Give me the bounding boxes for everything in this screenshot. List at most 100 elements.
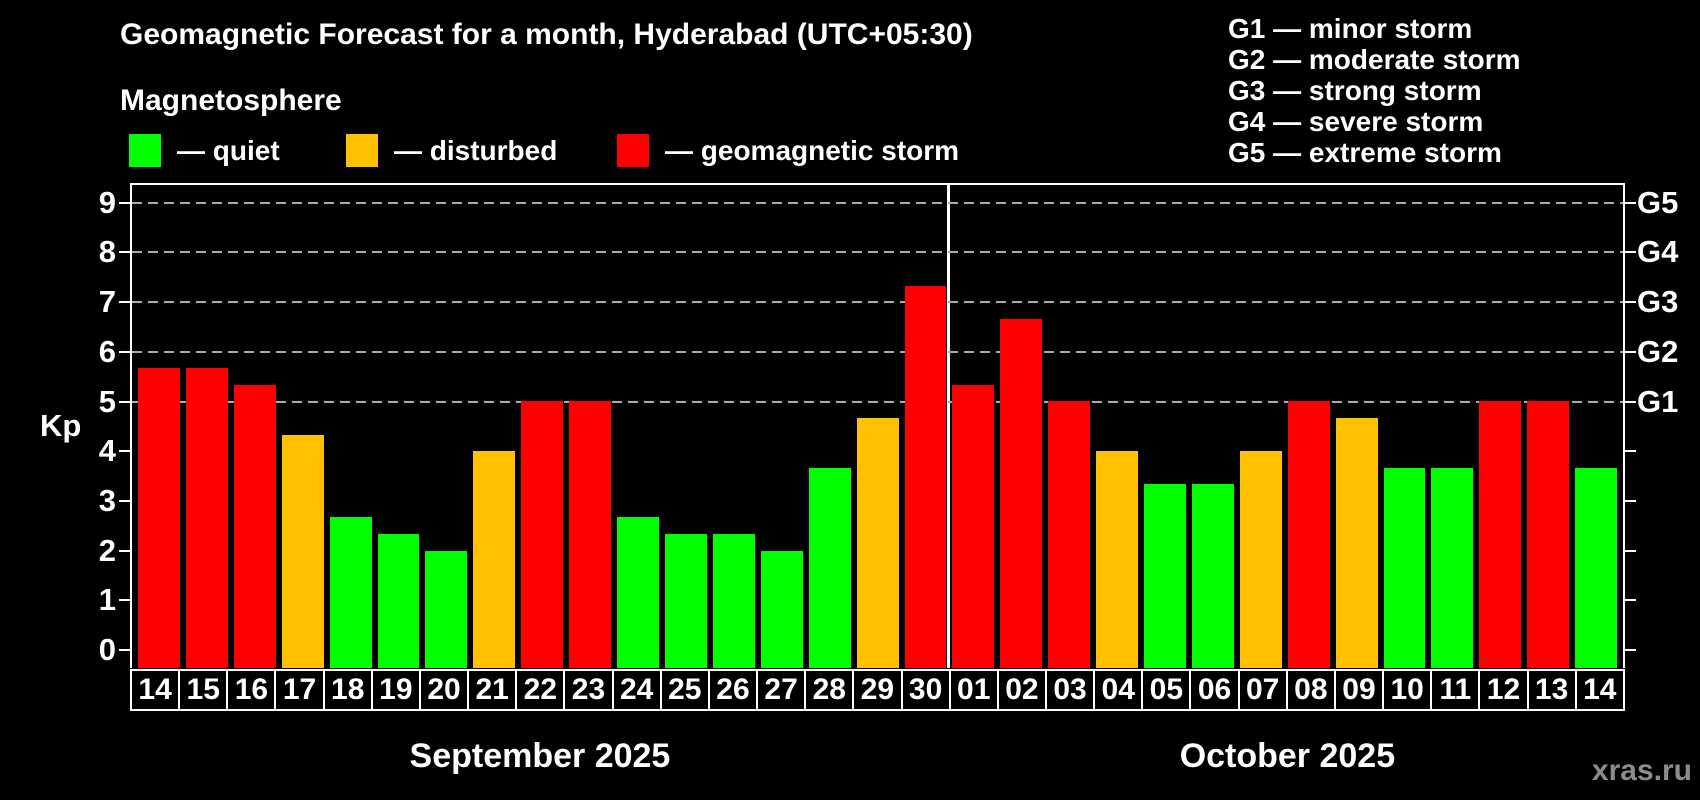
grid-line — [132, 301, 1623, 304]
y-axis-tick — [119, 599, 130, 602]
date-cell: 29 — [852, 669, 903, 711]
y-axis-tick-label: 2 — [98, 532, 116, 568]
date-axis: 14 15 16 17 18 19 20 21 22 23 24 25 26 27 28 29 30 01 02 03… — [130, 669, 1625, 711]
grid-line — [132, 201, 1623, 204]
date-cell: 12 — [1478, 669, 1529, 711]
date-cell: 30 — [900, 669, 951, 711]
date-cell: 19 — [370, 669, 421, 711]
date-cell: 14 — [130, 669, 181, 711]
g-scale-label: G2 — [1637, 333, 1679, 369]
chart-title: Geomagnetic Forecast for a month, Hydera… — [120, 18, 973, 51]
kp-bar — [808, 468, 851, 668]
legend-label: — geomagnetic storm — [665, 134, 960, 166]
kp-bar — [617, 517, 659, 668]
storm-color-swatch — [617, 134, 649, 167]
right-axis-tick — [1625, 350, 1636, 353]
date-cell: 02 — [996, 669, 1047, 711]
right-axis-tick — [1625, 400, 1636, 403]
grid-line — [132, 251, 1623, 254]
watermark: xras.ru — [1591, 754, 1692, 787]
date-cell: 14 — [1574, 669, 1625, 711]
kp-bar — [233, 385, 276, 668]
date-cell: 22 — [515, 669, 566, 711]
y-axis-tick — [119, 499, 130, 502]
g-legend-line: G1 — minor storm — [1228, 13, 1473, 44]
date-cell: 08 — [1285, 669, 1336, 711]
right-axis-tick — [1625, 499, 1636, 502]
kp-bar — [1096, 451, 1139, 668]
status-legend: — quiet — disturbed — geomagnetic storm — [0, 134, 1100, 170]
kp-bar — [425, 551, 468, 668]
y-axis-tick — [119, 450, 130, 453]
g-legend-line: G3 — strong storm — [1228, 75, 1482, 106]
quiet-color-swatch — [129, 134, 161, 167]
right-axis-tick — [1625, 251, 1636, 254]
g-legend-line: G5 — extreme storm — [1228, 137, 1502, 168]
bars-container — [132, 185, 1623, 668]
kp-bar — [664, 534, 707, 668]
legend-label: — quiet — [177, 134, 280, 166]
kp-bar — [904, 286, 947, 668]
kp-bar — [1287, 401, 1330, 668]
kp-bar — [281, 435, 324, 668]
date-cell: 16 — [226, 669, 277, 711]
date-cell: 21 — [467, 669, 518, 711]
legend-item-quiet: — quiet — [129, 134, 280, 167]
kp-bar — [856, 418, 899, 668]
plot-area: 0 1 2 3 4 5 6 7 8 9 G1 G2 G3 G4 G5 — [99, 183, 1678, 668]
kp-bar — [1335, 418, 1378, 668]
y-axis-title: Kp — [40, 408, 82, 443]
g-scale-label: G5 — [1637, 184, 1679, 220]
kp-bar — [569, 401, 612, 668]
date-cell: 03 — [1044, 669, 1096, 711]
kp-bar — [185, 368, 228, 668]
y-axis-tick — [119, 350, 130, 353]
kp-bar — [1479, 401, 1522, 668]
kp-bar — [1383, 468, 1426, 668]
kp-bar — [377, 534, 420, 668]
grid-line — [132, 400, 1623, 403]
y-axis-tick-label: 8 — [98, 234, 116, 270]
right-axis-tick — [1625, 201, 1636, 204]
grid-line — [132, 350, 1623, 353]
right-axis-tick — [1625, 599, 1636, 602]
date-cell: 17 — [274, 669, 325, 711]
date-cell: 26 — [707, 669, 759, 711]
y-axis-tick — [119, 649, 130, 651]
legend-label: — disturbed — [394, 134, 558, 166]
kp-bar — [1144, 484, 1186, 668]
date-cell: 15 — [178, 669, 229, 711]
kp-bar — [1431, 468, 1474, 668]
g-scale-label: G3 — [1637, 284, 1679, 320]
date-cell: 27 — [756, 669, 807, 711]
kp-bar — [1191, 484, 1234, 668]
date-cell: 25 — [659, 669, 710, 711]
y-axis-tick-label: 7 — [98, 284, 116, 320]
date-cell: 28 — [804, 669, 855, 711]
date-cell: 18 — [322, 669, 373, 711]
disturbed-color-swatch — [346, 134, 378, 167]
right-axis-tick — [1625, 450, 1636, 453]
kp-bar — [1527, 401, 1570, 668]
kp-bar — [521, 401, 564, 668]
y-axis-tick-label: 4 — [98, 433, 116, 469]
date-cell: 04 — [1093, 669, 1144, 711]
month-separator-line — [947, 185, 950, 668]
legend-item-disturbed: — disturbed — [346, 134, 557, 167]
kp-bar — [1239, 451, 1282, 668]
kp-bar — [473, 451, 516, 668]
date-cell: 05 — [1141, 669, 1192, 711]
kp-bar — [1048, 401, 1091, 668]
kp-bar — [760, 551, 803, 668]
y-axis-tick-label: 6 — [98, 333, 116, 369]
magnetosphere-label: Magnetosphere — [120, 84, 342, 117]
g-scale-label: G4 — [1637, 234, 1679, 270]
storm-scale-legend: G1 — minor storm G2 — moderate storm G3 — … — [1228, 13, 1521, 168]
kp-bar — [1000, 319, 1043, 668]
g-scale-label: G1 — [1637, 383, 1679, 419]
date-cell: 10 — [1382, 669, 1433, 711]
date-cell: 24 — [611, 669, 662, 711]
date-cell: 01 — [948, 669, 999, 711]
y-axis-tick-label: 1 — [98, 582, 116, 618]
month-label: September 2025 — [409, 737, 671, 775]
